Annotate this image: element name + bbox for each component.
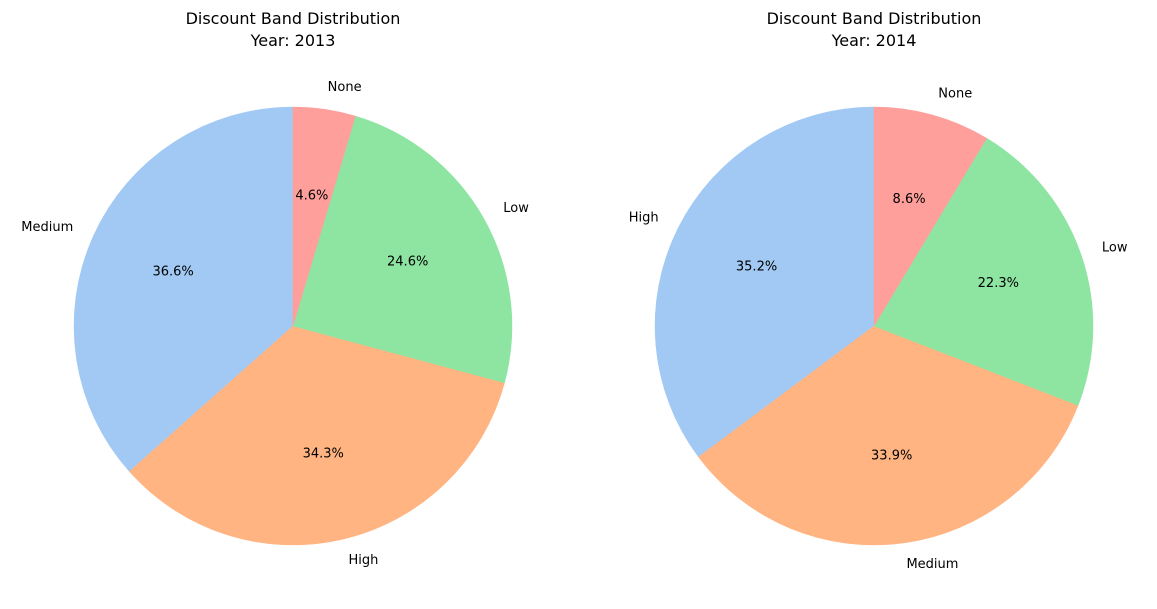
pie-slice-2014-low <box>873 137 1094 406</box>
pie-slice-2013-low <box>292 115 513 384</box>
chart-title-2013: Discount Band Distribution <box>186 9 401 28</box>
pct-label-2013-medium: 36.6% <box>152 265 193 280</box>
slice-label-2014-low: Low <box>1102 240 1128 255</box>
pct-label-2014-high: 35.2% <box>736 260 777 275</box>
slice-label-2013-none: None <box>328 80 362 95</box>
pct-label-2013-high: 34.3% <box>303 446 344 461</box>
chart-subtitle-2014: Year: 2014 <box>831 31 917 50</box>
pct-label-2014-none: 8.6% <box>893 192 926 207</box>
pie-slice-2014-medium <box>698 325 1079 546</box>
chart-subtitle-2013: Year: 2013 <box>250 31 336 50</box>
pie-slice-2013-medium <box>73 106 294 472</box>
slice-label-2013-medium: Medium <box>21 220 73 235</box>
pie-chart-2013: Discount Band Distribution Year: 2013 36… <box>21 9 529 568</box>
slice-label-2014-medium: Medium <box>906 557 958 572</box>
pie-slice-2014-high <box>654 106 875 458</box>
pie-slices-2013: 36.6% Medium 34.3% High 24.6% Low 4.6% None <box>21 80 529 568</box>
slice-label-2014-high: High <box>629 210 659 225</box>
pct-label-2013-low: 24.6% <box>387 254 428 269</box>
pct-label-2013-none: 4.6% <box>295 188 328 203</box>
pct-label-2014-medium: 33.9% <box>871 449 912 464</box>
slice-label-2014-none: None <box>938 86 972 101</box>
chart-title-2014: Discount Band Distribution <box>767 9 982 28</box>
pie-slices-2014: 35.2% High 33.9% Medium 22.3% Low 8.6% None <box>629 86 1128 572</box>
pie-chart-2014: Discount Band Distribution Year: 2014 35… <box>629 9 1128 572</box>
pie-slice-2013-high <box>128 325 505 546</box>
slice-label-2013-high: High <box>348 553 378 568</box>
slice-label-2013-low: Low <box>503 201 529 216</box>
pct-label-2014-low: 22.3% <box>978 276 1019 291</box>
pie-slice-2014-none <box>873 106 988 327</box>
pie-slice-2013-none <box>292 106 356 327</box>
